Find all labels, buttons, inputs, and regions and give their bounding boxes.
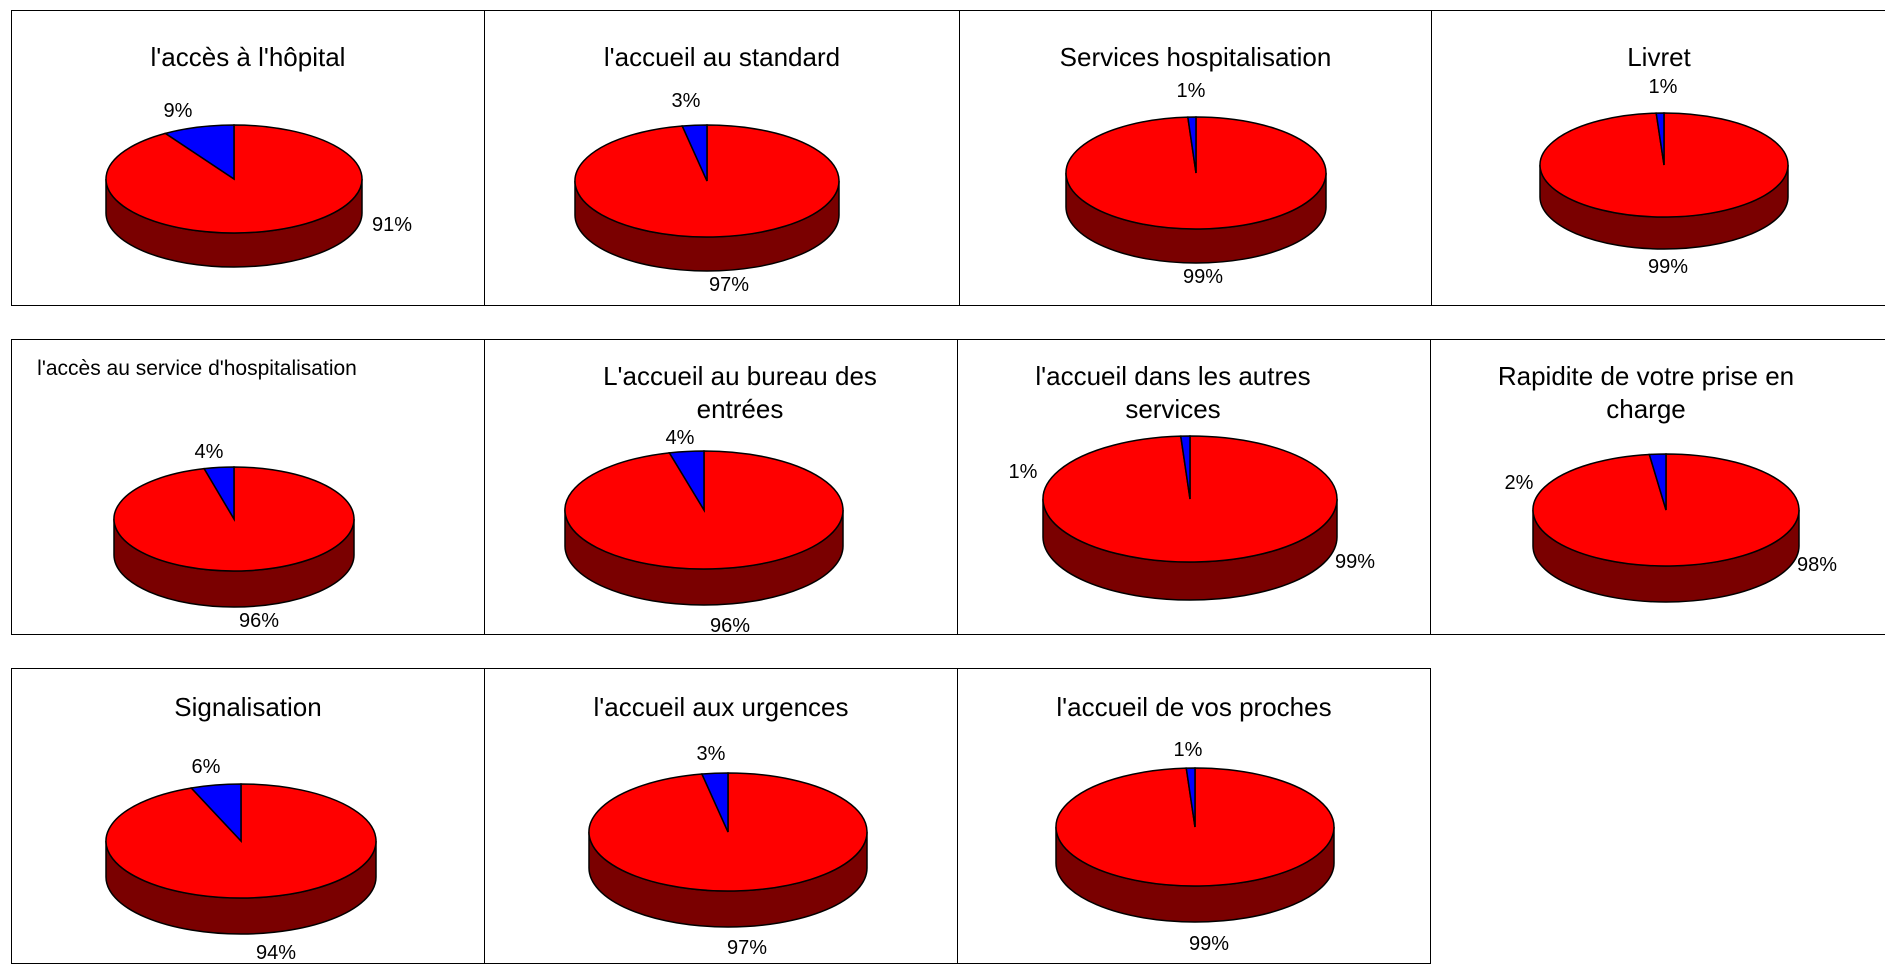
pie-slice-unsatisfied bbox=[202, 466, 235, 522]
pie-chart: 98% 2% bbox=[1505, 453, 1837, 603]
chart-title: Services hospitalisation bbox=[1059, 42, 1332, 72]
data-label-satisfied: 99% bbox=[1189, 933, 1229, 955]
data-label-satisfied: 96% bbox=[710, 615, 750, 637]
data-label-unsatisfied: 1% bbox=[1174, 739, 1203, 761]
data-label-satisfied: 91% bbox=[372, 214, 412, 236]
pie-slice-unsatisfied bbox=[1655, 112, 1665, 166]
chart-panel-6: L'accueil au bureau des entrées 96% 4% bbox=[484, 339, 958, 637]
chart-panel-1: l'accès à l'hôpital 91% 9% bbox=[11, 10, 485, 306]
data-label-satisfied: 99% bbox=[1648, 256, 1688, 278]
chart-title: l'accueil dans les autres services bbox=[1035, 361, 1311, 424]
chart-title: Rapidite de votre prise en charge bbox=[1497, 361, 1795, 424]
chart-panel-2: l'accueil au standard 97% 3% bbox=[484, 10, 960, 306]
data-label-unsatisfied: 4% bbox=[195, 441, 224, 463]
chart-title: L'accueil au bureau des entrées bbox=[603, 361, 877, 424]
data-label-unsatisfied: 6% bbox=[192, 756, 221, 778]
pie-slice-unsatisfied bbox=[681, 124, 708, 182]
chart-title: l'accueil de vos proches bbox=[1056, 692, 1332, 722]
chart-panel-10: l'accueil aux urgences 97% 3% bbox=[484, 668, 958, 964]
chart-title: l'accès au service d'hospitalisation bbox=[37, 357, 357, 380]
chart-title: l'accueil aux urgences bbox=[593, 692, 849, 722]
data-label-satisfied: 97% bbox=[727, 937, 767, 959]
pie-slice-unsatisfied bbox=[189, 783, 242, 843]
pie-chart: 97% 3% bbox=[574, 90, 840, 296]
chart-panel-5: l'accès au service d'hospitalisation 96%… bbox=[11, 339, 485, 635]
pie-chart: 96% 4% bbox=[113, 441, 355, 632]
data-label-unsatisfied: 1% bbox=[1649, 76, 1678, 98]
chart-panel-4: Livret 99% 1% bbox=[1431, 10, 1885, 306]
pie-slice-unsatisfied bbox=[1648, 453, 1667, 511]
data-label-satisfied: 96% bbox=[239, 610, 279, 632]
pie-chart: 91% 9% bbox=[105, 100, 412, 268]
data-label-unsatisfied: 9% bbox=[164, 100, 193, 122]
pie-slice-unsatisfied bbox=[700, 772, 729, 833]
data-label-unsatisfied: 3% bbox=[672, 90, 701, 112]
data-label-unsatisfied: 1% bbox=[1177, 80, 1206, 102]
data-label-satisfied: 99% bbox=[1335, 551, 1375, 573]
pie-slice-unsatisfied bbox=[1185, 767, 1196, 828]
data-label-satisfied: 98% bbox=[1797, 554, 1837, 576]
chart-panel-3: Services hospitalisation 99% 1% bbox=[959, 10, 1432, 306]
data-label-unsatisfied: 3% bbox=[697, 743, 726, 765]
chart-panel-8: Rapidite de votre prise en charge 98% 2% bbox=[1430, 339, 1885, 635]
pie-chart: 94% 6% bbox=[105, 756, 377, 964]
pie-slice-unsatisfied bbox=[163, 124, 235, 181]
pie-chart: 96% 4% bbox=[564, 427, 844, 637]
pie-chart: 99% 1% bbox=[1055, 739, 1335, 955]
pie-chart: 97% 3% bbox=[588, 743, 868, 959]
chart-title: Signalisation bbox=[174, 692, 322, 722]
data-label-satisfied: 97% bbox=[709, 274, 749, 296]
pie-chart: 99% 1% bbox=[1539, 76, 1789, 278]
data-label-unsatisfied: 2% bbox=[1505, 472, 1534, 494]
pie-slice-unsatisfied bbox=[1186, 116, 1197, 174]
chart-title: Livret bbox=[1627, 42, 1691, 72]
chart-title: l'accueil au standard bbox=[603, 42, 841, 72]
data-label-unsatisfied: 1% bbox=[1009, 461, 1038, 483]
pie-chart: 99% 1% bbox=[1009, 435, 1375, 601]
pie-slice-unsatisfied bbox=[1179, 435, 1191, 500]
data-label-unsatisfied: 4% bbox=[666, 427, 695, 449]
pie-slice-unsatisfied bbox=[668, 450, 705, 513]
chart-panel-9: Signalisation 94% 6% bbox=[11, 668, 485, 964]
chart-panel-11: l'accueil de vos proches 99% 1% bbox=[957, 668, 1431, 964]
data-label-satisfied: 94% bbox=[256, 942, 296, 964]
pie-chart: 99% 1% bbox=[1065, 80, 1327, 288]
data-label-satisfied: 99% bbox=[1183, 266, 1223, 288]
chart-panel-7: l'accueil dans les autres services 99% 1% bbox=[957, 339, 1431, 635]
chart-title: l'accès à l'hôpital bbox=[150, 42, 346, 72]
